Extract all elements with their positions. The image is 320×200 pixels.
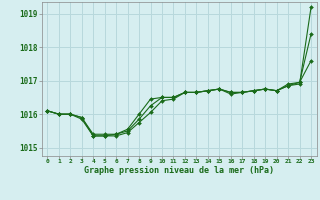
X-axis label: Graphe pression niveau de la mer (hPa): Graphe pression niveau de la mer (hPa) (84, 166, 274, 175)
